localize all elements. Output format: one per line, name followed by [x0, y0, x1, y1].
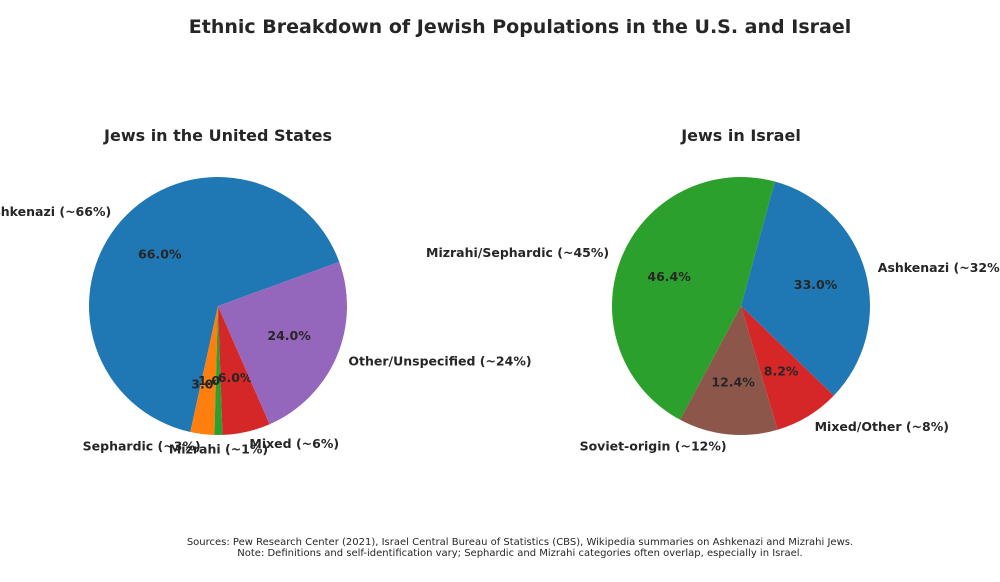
us-pie: Ashkenazi (~66%)66.0%Sephardic (~3%)3.0%… [0, 176, 532, 456]
figure-title: Ethnic Breakdown of Jewish Populations i… [189, 16, 851, 38]
slice-percent-label: 24.0% [267, 328, 311, 343]
slice-percent-label: 66.0% [138, 247, 182, 262]
slice-label: Ashkenazi (~66%) [0, 204, 111, 219]
slice-percent-label: 46.4% [647, 269, 691, 284]
us-pie-title: Jews in the United States [103, 126, 332, 145]
pie-slice [741, 181, 870, 396]
slice-percent-label: 33.0% [794, 277, 838, 292]
pie-slice [680, 306, 778, 435]
slice-label: Ashkenazi (~32%) [878, 260, 1000, 275]
slice-percent-label: 12.4% [711, 375, 755, 390]
slice-label: Sephardic (~3%) [83, 438, 201, 453]
pie-slice [611, 176, 775, 420]
footnote-note: Note: Definitions and self-identificatio… [237, 548, 803, 559]
footnote-sources: Sources: Pew Research Center (2021), Isr… [186, 537, 854, 548]
slice-label: Mizrahi/Sephardic (~45%) [426, 245, 609, 260]
slice-label: Soviet-origin (~12%) [580, 439, 727, 454]
slice-label: Other/Unspecified (~24%) [348, 353, 531, 368]
pie-slice [218, 306, 270, 435]
slice-percent-label: 8.2% [764, 364, 799, 379]
pie-slice [741, 306, 834, 430]
pie-slice [214, 306, 223, 435]
slice-label: Mizrahi (~1%) [169, 441, 268, 456]
slice-percent-label: 6.0% [218, 370, 253, 385]
israel-pie-title: Jews in Israel [680, 126, 801, 145]
pie-slice [190, 306, 218, 435]
slice-label: Mixed/Other (~8%) [815, 419, 949, 434]
pie-slice [218, 261, 347, 425]
israel-pie: Ashkenazi (~32%) 33.0% Mizrahi/Sephardic (… [426, 176, 1000, 454]
slice-label: Mixed (~6%) [249, 436, 339, 451]
pie-slice [88, 176, 340, 432]
